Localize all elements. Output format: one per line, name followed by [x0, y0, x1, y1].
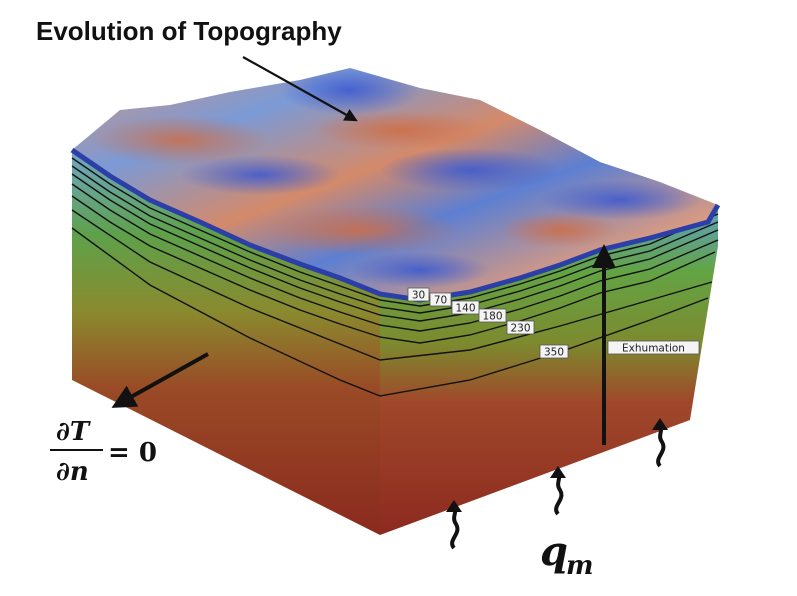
svg-text:m: m [566, 551, 594, 581]
heat-arrow-1 [446, 500, 462, 550]
isotherm-label-180: 180 [478, 308, 507, 323]
heat-flux-arrows [446, 418, 668, 550]
mantle-heat-flux-label: q m [540, 528, 594, 581]
side-face [380, 205, 718, 535]
front-face [72, 150, 380, 535]
svg-text:140: 140 [455, 303, 475, 315]
heat-arrow-3 [652, 418, 668, 468]
svg-text:30: 30 [412, 290, 425, 302]
isotherm-label-70: 70 [429, 292, 452, 307]
svg-text:70: 70 [434, 295, 447, 307]
svg-text:∂n: ∂n [56, 457, 89, 487]
svg-text:∂T: ∂T [56, 417, 91, 447]
title-pointer-arrow [242, 56, 358, 122]
boundary-normal-arrow [111, 352, 209, 408]
boundary-condition-equation: ∂T ∂n = 0 [50, 417, 157, 487]
svg-text:180: 180 [482, 311, 502, 323]
isotherm-label-350: 350 [539, 344, 569, 359]
exhumation-label: Exhumation [607, 340, 700, 355]
svg-text:= 0: = 0 [108, 438, 157, 468]
isotherm-label-30: 30 [407, 287, 430, 302]
figure-title: Evolution of Topography [36, 16, 342, 46]
surface-rim [70, 147, 721, 303]
svg-text:230: 230 [510, 323, 530, 335]
svg-text:Exhumation: Exhumation [622, 343, 685, 355]
front-layer-lines [71, 157, 381, 397]
side-layer-lines [379, 213, 719, 397]
heat-arrow-2 [550, 466, 566, 516]
isotherm-label-230: 230 [506, 320, 535, 335]
isotherm-label-140: 140 [451, 300, 480, 315]
svg-text:q: q [540, 528, 568, 575]
svg-text:350: 350 [544, 347, 564, 359]
